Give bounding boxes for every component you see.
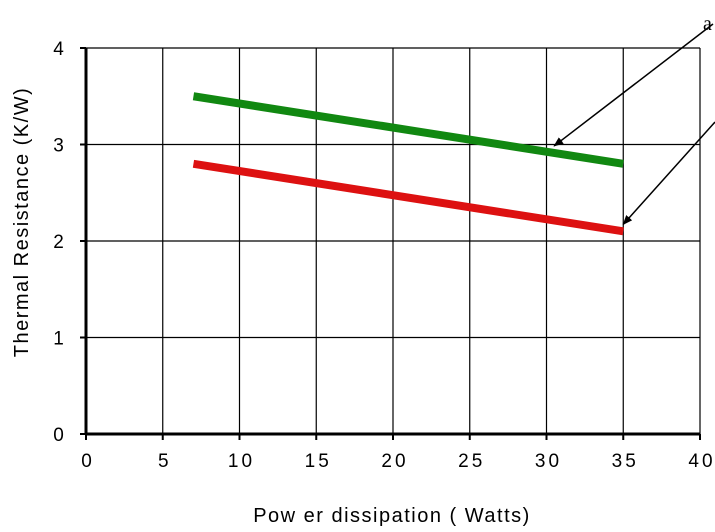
annotations: a [553, 13, 715, 226]
x-tick-label-30: 30 [535, 451, 562, 472]
y-tick-label-3: 3 [53, 136, 67, 157]
y-tick-label-0: 0 [53, 425, 67, 446]
x-tick-label-20: 20 [381, 451, 408, 472]
x-tick-label-35: 35 [612, 451, 639, 472]
x-tick-label-5: 5 [158, 451, 172, 472]
gridlines [86, 47, 701, 434]
series-lines [192, 92, 624, 236]
annotation-label-0: a [703, 13, 712, 35]
series-line-1 [192, 159, 624, 236]
annotation-arrow-0 [553, 23, 714, 147]
y-tick-label-2: 2 [53, 232, 67, 253]
y-tick-label-1: 1 [53, 329, 67, 350]
x-tick-label-0: 0 [81, 451, 95, 472]
annotation-arrow-1 [622, 121, 715, 226]
axes [80, 47, 701, 440]
x-tick-label-15: 15 [305, 451, 332, 472]
series-line-0 [192, 92, 624, 168]
tick-labels: 0 5 10 15 20 25 30 35 40 0 1 2 3 4 [53, 39, 715, 472]
x-axis-title: Pow er dissipation ( Watts) [253, 505, 531, 527]
x-tick-label-40: 40 [688, 451, 715, 472]
y-axis-title: Thermal Resistance (K/W) [11, 87, 33, 358]
x-tick-label-25: 25 [458, 451, 485, 472]
x-tick-label-10: 10 [228, 451, 255, 472]
y-tick-label-4: 4 [53, 39, 67, 60]
